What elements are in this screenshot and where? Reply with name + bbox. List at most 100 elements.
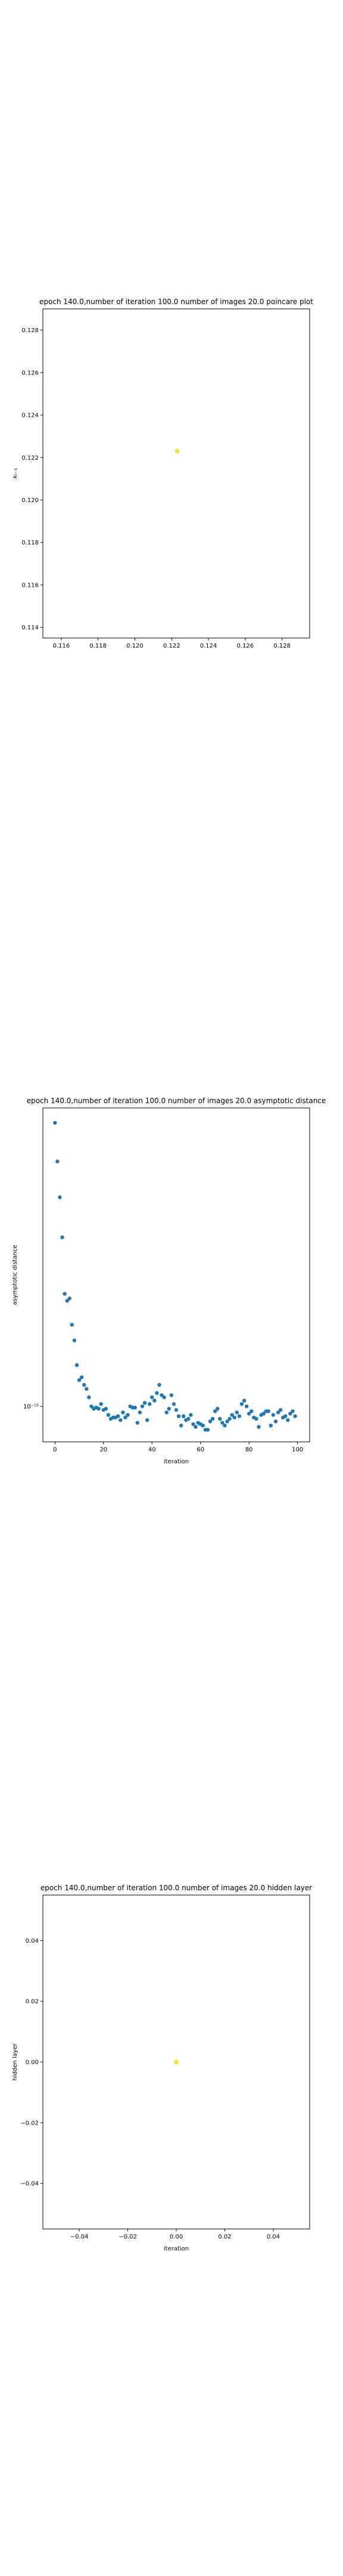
y-tick-label: 0.00: [26, 2060, 39, 2066]
data-point: [220, 1420, 224, 1425]
data-point: [213, 1409, 217, 1413]
data-point: [205, 1428, 210, 1432]
data-point: [70, 1323, 74, 1327]
data-point: [142, 1401, 147, 1405]
data-point: [53, 1120, 57, 1125]
data-point: [172, 1402, 176, 1406]
data-point: [77, 1378, 82, 1382]
data-point: [79, 1375, 84, 1379]
chart-title: epoch 140.0,number of iteration 100.0 nu…: [40, 1884, 312, 1892]
x-tick-label: 0.120: [126, 643, 144, 649]
data-point: [189, 1413, 193, 1417]
data-point: [162, 1395, 166, 1400]
data-point: [201, 1423, 205, 1428]
data-point: [288, 1411, 292, 1416]
data-point: [74, 1363, 79, 1367]
y-tick-label: 0.122: [21, 455, 39, 462]
data-point: [169, 1393, 174, 1397]
x-tick-label: −0.02: [119, 2234, 137, 2240]
data-point: [210, 1417, 215, 1421]
data-point: [254, 1417, 258, 1421]
data-point: [216, 1407, 220, 1411]
data-point: [140, 1404, 145, 1408]
data-point: [223, 1423, 227, 1428]
data-point: [247, 1411, 251, 1416]
data-point: [232, 1415, 236, 1420]
x-tick-label: −0.04: [70, 2234, 89, 2240]
data-point: [225, 1419, 229, 1423]
data-point: [191, 1422, 195, 1426]
data-point: [293, 1414, 297, 1419]
data-point: [230, 1413, 234, 1417]
data-point: [123, 1415, 127, 1420]
data-point: [194, 1425, 198, 1429]
data-point: [278, 1408, 283, 1412]
data-point: [182, 1414, 186, 1419]
x-tick-label: 0.122: [163, 643, 180, 649]
y-tick-label: 0.02: [26, 1999, 39, 2005]
chart-title: epoch 140.0,number of iteration 100.0 nu…: [27, 1097, 326, 1105]
hidden-layer-plot-svg: epoch 140.0,number of iteration 100.0 nu…: [12, 1884, 312, 2252]
x-axis-label: iteration: [164, 2246, 189, 2252]
plot-frame: [42, 1107, 310, 1442]
poincare-plot-svg: epoch 140.0,number of iteration 100.0 nu…: [12, 298, 313, 656]
x-tick-label: 0.02: [218, 2234, 231, 2240]
data-point: [261, 1411, 266, 1416]
data-point: [235, 1410, 239, 1414]
data-point: [242, 1398, 247, 1403]
data-point: [121, 1410, 125, 1414]
data-point: [174, 1408, 179, 1412]
data-point: [152, 1398, 157, 1403]
data-point: [65, 1299, 69, 1303]
data-point: [87, 1395, 91, 1400]
data-point: [96, 1407, 101, 1411]
data-point: [85, 1386, 89, 1391]
data-point: [119, 1418, 123, 1422]
x-tick-label: 0: [53, 1447, 57, 1453]
x-tick-label: 80: [245, 1447, 253, 1453]
data-point: [273, 1419, 278, 1423]
y-axis-label: asymptotic distance: [12, 1244, 18, 1305]
data-point: [237, 1414, 242, 1419]
y-tick-label: 0.124: [21, 413, 39, 419]
x-tick-label: 0.116: [53, 643, 70, 649]
data-point: [55, 1159, 60, 1163]
data-point: [250, 1409, 254, 1413]
x-tick-label: 0.04: [267, 2234, 280, 2240]
y-axis-label: hidden layer: [12, 2043, 18, 2080]
plot-frame: [42, 308, 310, 639]
y-tick-label: 0.114: [21, 625, 39, 631]
data-point: [145, 1418, 149, 1422]
data-point: [155, 1391, 159, 1395]
y-tick-label: 0.118: [21, 540, 39, 546]
x-tick-label: 0.128: [273, 643, 291, 649]
x-tick-label: 0.118: [89, 643, 107, 649]
data-point: [135, 1420, 140, 1425]
x-tick-label: 0.124: [200, 643, 217, 649]
data-point: [138, 1410, 142, 1414]
data-point: [257, 1425, 261, 1429]
data-point: [283, 1414, 288, 1419]
x-tick-label: 60: [197, 1447, 204, 1453]
data-point: [164, 1410, 169, 1414]
data-point: [244, 1404, 249, 1408]
data-point: [276, 1410, 280, 1414]
data-point: [218, 1417, 222, 1421]
data-point: [291, 1409, 295, 1413]
x-tick-label: 100: [292, 1447, 303, 1453]
y-tick-label: 0.126: [21, 370, 39, 376]
poincare-chart: epoch 140.0,number of iteration 100.0 nu…: [0, 286, 343, 656]
data-point: [176, 1414, 181, 1419]
data-point: [157, 1383, 161, 1387]
x-tick-label: 0.00: [170, 2234, 183, 2240]
data-point: [106, 1413, 111, 1417]
data-point: [186, 1417, 191, 1421]
y-tick-label: 0.120: [21, 497, 39, 504]
data-point: [60, 1235, 64, 1240]
x-tick-label: 0.126: [237, 643, 254, 649]
data-point: [269, 1423, 273, 1428]
data-point: [148, 1402, 152, 1406]
data-point: [116, 1414, 120, 1419]
data-point: [150, 1395, 154, 1400]
x-axis-label: xₜ: [174, 655, 179, 656]
